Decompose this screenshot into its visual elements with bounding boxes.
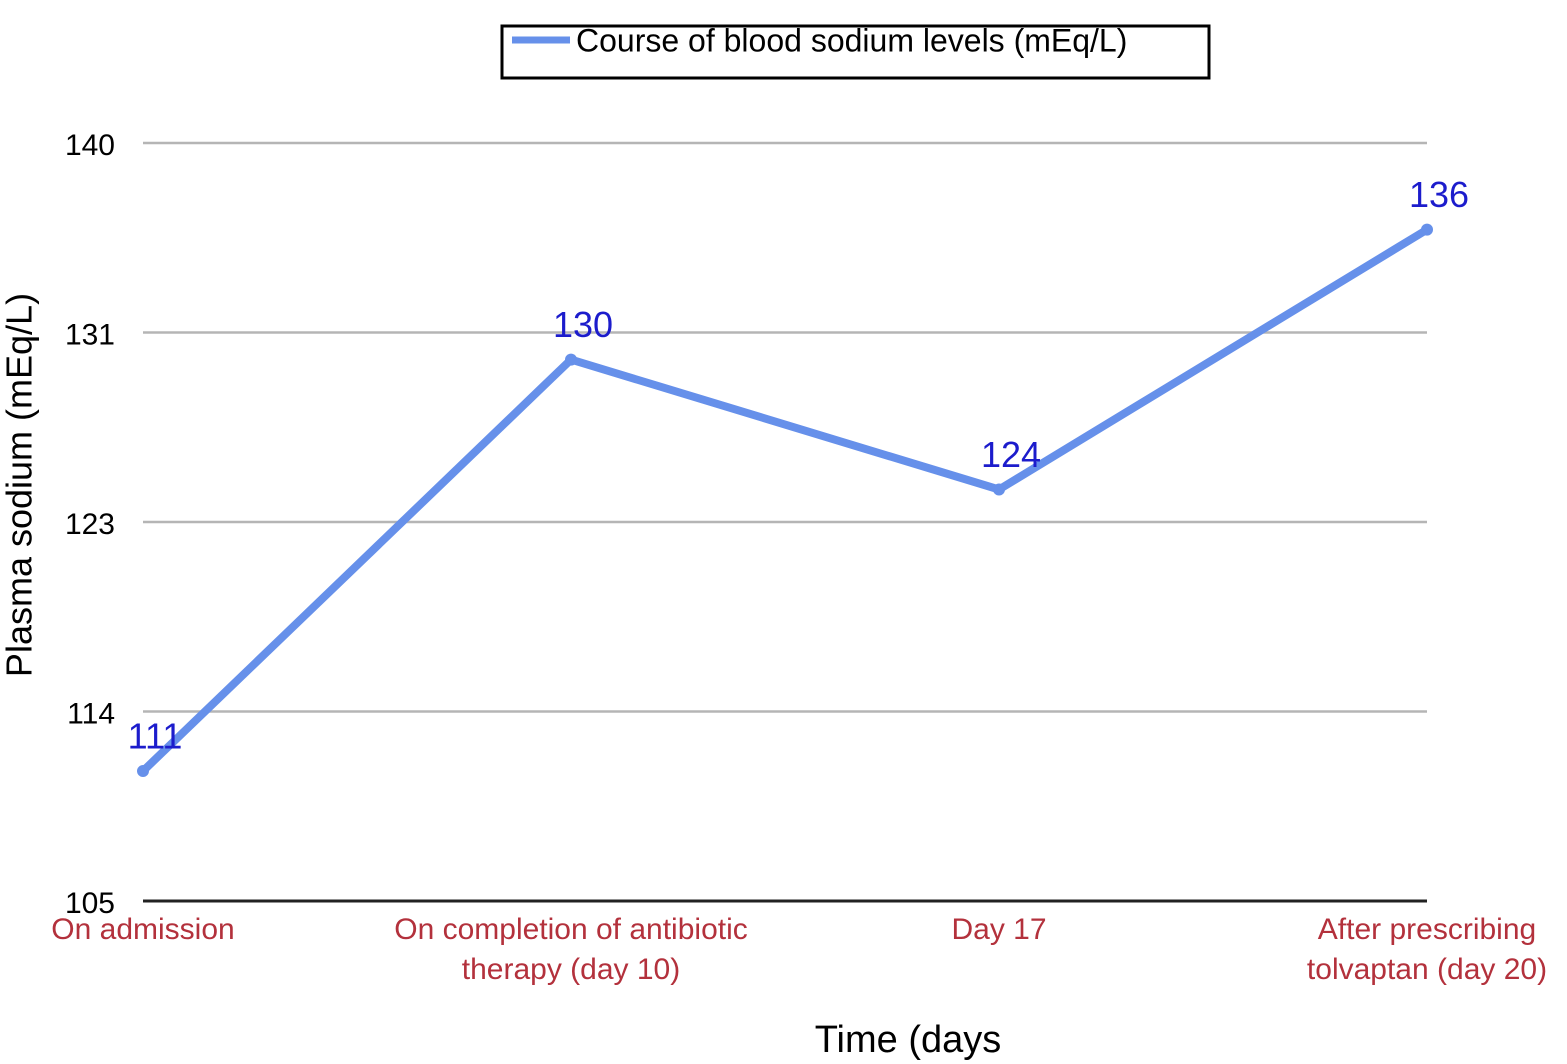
- y-axis-title: Plasma sodium (mEq/L): [0, 293, 40, 677]
- legend-box: [500, 24, 1211, 80]
- data-point: [993, 483, 1005, 496]
- x-tick-label: Day 17: [951, 913, 1047, 946]
- x-tick-label: After prescribing tolvaptan (day 20): [1306, 913, 1548, 986]
- x-tick-label: On admission: [51, 913, 235, 946]
- data-label: 130: [553, 304, 613, 345]
- x-tick-label-box: On admission: [51, 913, 235, 946]
- x-axis-title: Time (days: [815, 1019, 1002, 1061]
- data-line: [140, 226, 1430, 774]
- data-label: 124: [981, 434, 1041, 475]
- x-tick-label-box: On completion of antibiotic therapy (day…: [394, 913, 748, 986]
- x-tick-label: On completion of antibiotic therapy (day…: [394, 913, 748, 986]
- legend-label: Course of blood sodium levels (mEq/L): [576, 22, 1127, 58]
- x-tick-label-box: Day 17: [951, 913, 1047, 946]
- y-tick-label: 123: [65, 508, 115, 541]
- data-point: [565, 353, 577, 366]
- data-point: [137, 765, 149, 778]
- data-point: [1421, 223, 1433, 236]
- y-tick-label: 114: [67, 697, 115, 730]
- y-tick-label: 131: [65, 318, 115, 351]
- data-label: 111: [128, 716, 183, 757]
- y-tick-label: 105: [65, 887, 115, 920]
- data-label: 136: [1409, 174, 1469, 215]
- y-tick-label: 140: [65, 129, 115, 162]
- x-tick-label-box: After prescribing tolvaptan (day 20): [1306, 913, 1548, 986]
